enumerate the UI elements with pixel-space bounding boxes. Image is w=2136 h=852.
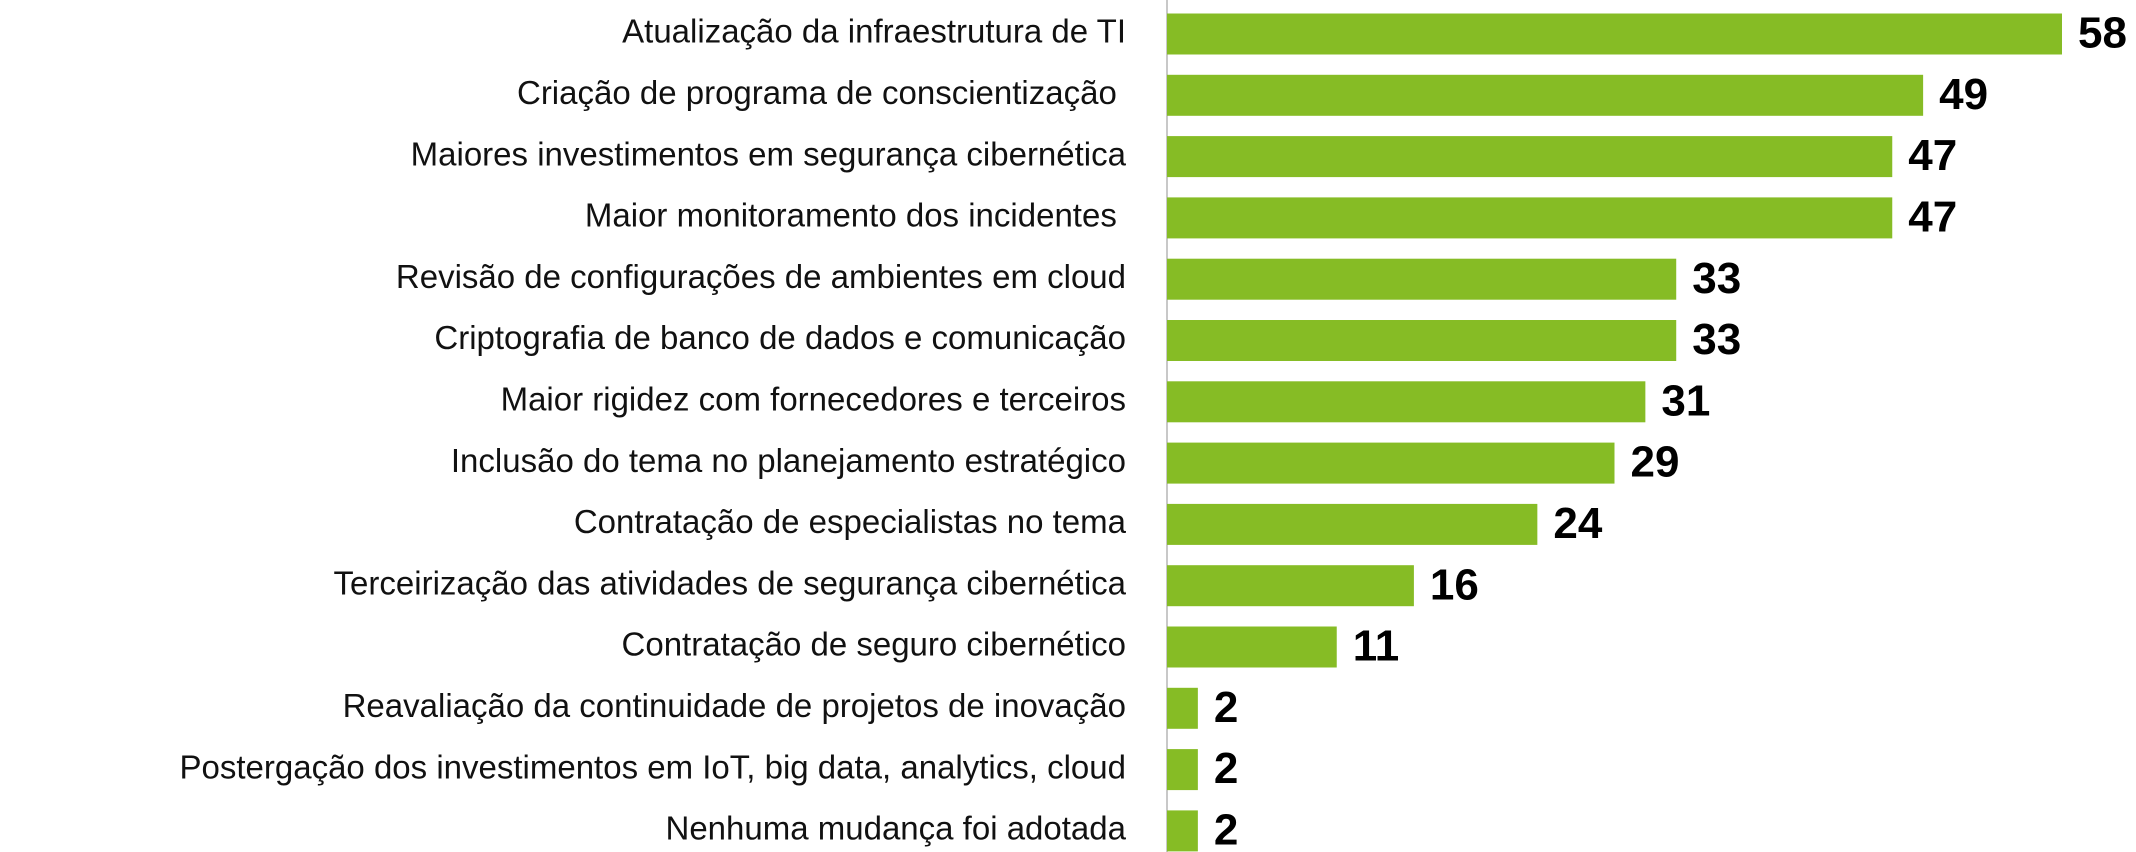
- bar: [1167, 810, 1198, 852]
- bar: [1167, 749, 1198, 791]
- bar: [1167, 687, 1198, 729]
- category-label: Atualização da infraestrutura de TI: [622, 13, 1126, 50]
- value-label: 47: [1908, 131, 1957, 180]
- category-label: Inclusão do tema no planejamento estraté…: [451, 442, 1126, 479]
- bar: [1167, 74, 1924, 116]
- value-label: 47: [1908, 193, 1957, 242]
- bar: [1167, 565, 1414, 607]
- category-label: Maior monitoramento dos incidentes: [585, 197, 1126, 234]
- category-label: Maiores investimentos em segurança ciber…: [411, 135, 1127, 172]
- value-label: 11: [1353, 622, 1400, 671]
- category-label: Terceirização das atividades de seguranç…: [334, 564, 1127, 601]
- value-label: 29: [1631, 438, 1680, 487]
- value-label: 49: [1939, 70, 1988, 119]
- bar: [1167, 136, 1893, 178]
- bar: [1167, 626, 1337, 668]
- bar: [1167, 381, 1646, 423]
- bar: [1167, 320, 1677, 361]
- category-label: Criptografia de banco de dados e comunic…: [434, 319, 1126, 356]
- category-label: Nenhuma mudança foi adotada: [666, 810, 1127, 847]
- bar: [1167, 13, 2062, 55]
- category-label: Maior rigidez com fornecedores e terceir…: [501, 381, 1126, 418]
- value-label: 24: [1553, 499, 1602, 548]
- category-label: Contratação de especialistas no tema: [574, 503, 1127, 540]
- category-label: Contratação de seguro cibernético: [622, 626, 1126, 663]
- bar: [1167, 258, 1677, 300]
- value-label: 2: [1214, 806, 1238, 852]
- category-label: Revisão de configurações de ambientes em…: [396, 258, 1126, 295]
- value-label: 2: [1214, 683, 1238, 732]
- value-label: 31: [1661, 376, 1710, 425]
- bar: [1167, 197, 1893, 239]
- value-label: 33: [1692, 254, 1741, 303]
- bar: [1167, 442, 1615, 484]
- category-label: Postergação dos investimentos em IoT, bi…: [179, 748, 1126, 785]
- category-label: Reavaliação da continuidade de projetos …: [343, 687, 1126, 724]
- category-label: Criação de programa de conscientização: [517, 74, 1126, 111]
- value-label: 2: [1214, 744, 1238, 793]
- value-label: 58: [2078, 9, 2127, 58]
- value-label: 16: [1430, 560, 1479, 609]
- value-label: 33: [1692, 315, 1741, 364]
- bar: [1167, 503, 1538, 545]
